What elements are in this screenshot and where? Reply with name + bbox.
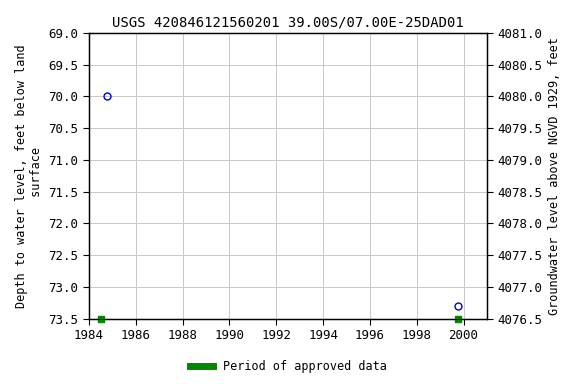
Y-axis label: Depth to water level, feet below land
 surface: Depth to water level, feet below land su… — [15, 44, 43, 308]
Y-axis label: Groundwater level above NGVD 1929, feet: Groundwater level above NGVD 1929, feet — [548, 37, 561, 315]
Legend: Period of approved data: Period of approved data — [185, 356, 391, 378]
Title: USGS 420846121560201 39.00S/07.00E-25DAD01: USGS 420846121560201 39.00S/07.00E-25DAD… — [112, 15, 464, 29]
